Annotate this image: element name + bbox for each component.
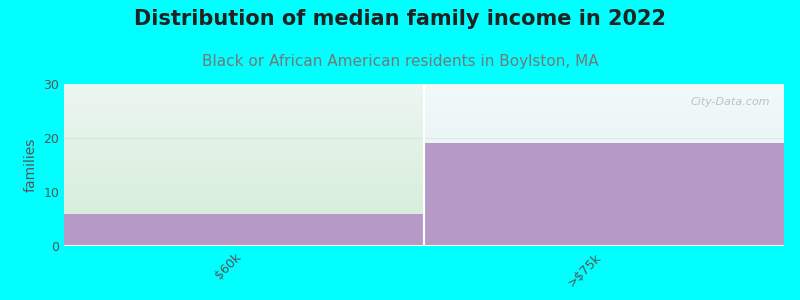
Text: Black or African American residents in Boylston, MA: Black or African American residents in B… <box>202 54 598 69</box>
Text: City-Data.com: City-Data.com <box>690 97 770 107</box>
Text: Distribution of median family income in 2022: Distribution of median family income in … <box>134 9 666 29</box>
Y-axis label: families: families <box>24 138 38 192</box>
